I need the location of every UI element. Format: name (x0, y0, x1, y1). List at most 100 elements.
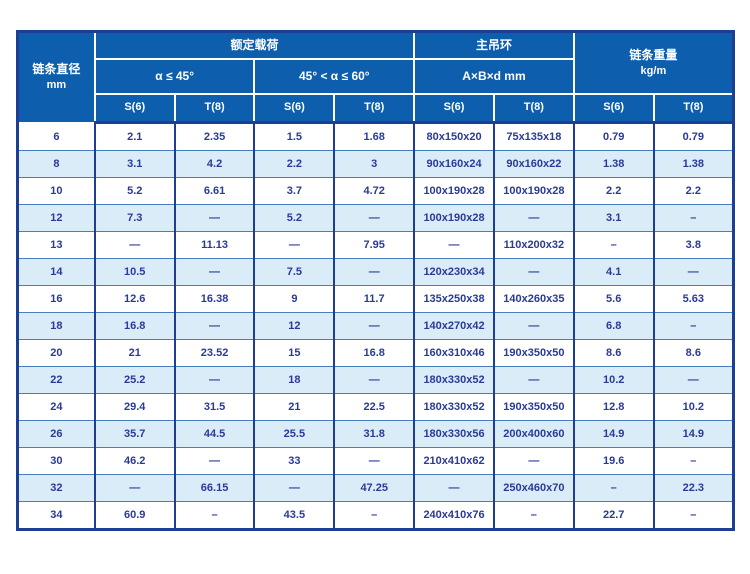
data-cell: 11.7 (333, 285, 416, 313)
diameter-cell: 18 (16, 312, 96, 340)
header-angle-45-60: 45° < α ≤ 60° (253, 58, 416, 95)
data-cell: – (652, 312, 735, 340)
data-cell: 140x270x42 (413, 312, 495, 340)
data-cell: 22.3 (652, 474, 735, 502)
data-cell: 120x230x34 (413, 258, 495, 286)
data-cell: — (413, 231, 495, 259)
data-cell: — (173, 312, 256, 340)
table-row: 26 35.7 44.5 25.5 31.8 180x330x56 200x400x60 14… (16, 420, 735, 448)
data-cell: 180x330x52 (413, 366, 495, 394)
data-cell: — (333, 258, 416, 286)
data-cell: — (333, 366, 416, 394)
header-chain-weight-unit: kg/m (640, 64, 667, 77)
data-cell: — (333, 204, 416, 232)
diameter-cell: 26 (16, 420, 96, 448)
data-cell: — (652, 258, 735, 286)
table-row: 6 2.1 2.35 1.5 1.68 80x150x20 75x135x18 0.79 0.7… (16, 122, 735, 151)
data-cell: — (173, 204, 256, 232)
diameter-cell: 30 (16, 447, 96, 475)
header-grade-s6-2: S(6) (253, 93, 336, 124)
header-chain-weight: 链条重量 kg/m (572, 30, 735, 95)
data-cell: — (253, 231, 336, 259)
data-cell: 1.68 (333, 122, 416, 151)
data-cell: 90x160x22 (492, 150, 575, 178)
data-cell: 135x250x38 (413, 285, 495, 313)
data-cell: 12 (253, 312, 336, 340)
data-cell: 240x410x76 (413, 501, 495, 530)
header-ring-dims: A×B×d mm (413, 58, 575, 95)
diameter-cell: 13 (16, 231, 96, 259)
header-angle-le45: α ≤ 45° (93, 58, 256, 95)
data-cell: 22.5 (333, 393, 416, 421)
data-cell: 9 (253, 285, 336, 313)
data-cell: 4.72 (333, 177, 416, 205)
data-cell: 14.9 (572, 420, 655, 448)
data-cell: 60.9 (93, 501, 176, 530)
header-chain-diameter: 链条直径 mm (16, 30, 96, 124)
table-row: 16 12.6 16.38 9 11.7 135x250x38 140x260x35 5.6 5… (16, 285, 735, 313)
data-cell: 16.8 (333, 339, 416, 367)
header-main-ring: 主吊环 (413, 30, 575, 60)
data-cell: — (492, 366, 575, 394)
data-cell: 33 (253, 447, 336, 475)
data-cell: — (492, 447, 575, 475)
table-header: 链条直径 mm 额定载荷 主吊环 链条重量 kg/m α ≤ 45° 45° <… (16, 30, 735, 124)
data-cell: 14.9 (652, 420, 735, 448)
header-rated-load: 额定载荷 (93, 30, 416, 60)
data-cell: — (173, 447, 256, 475)
table-row: 34 60.9–43.5–240x410x76–22.7– (16, 501, 735, 530)
data-cell: — (333, 312, 416, 340)
diameter-cell: 20 (16, 339, 96, 367)
table-row: 8 3.1 4.2 2.2 3 90x160x24 90x160x22 1.38 1.38 (16, 150, 735, 178)
data-cell: 16.38 (173, 285, 256, 313)
diameter-cell: 34 (16, 501, 96, 530)
data-cell: 3.1 (572, 204, 655, 232)
data-cell: — (492, 258, 575, 286)
data-cell: — (413, 474, 495, 502)
diameter-cell: 32 (16, 474, 96, 502)
data-cell: 12.8 (572, 393, 655, 421)
data-cell: — (93, 474, 176, 502)
data-cell: 0.79 (652, 122, 735, 151)
data-cell: 6.8 (572, 312, 655, 340)
data-cell: 46.2 (93, 447, 176, 475)
data-cell: 10.5 (93, 258, 176, 286)
data-cell: 2.2 (253, 150, 336, 178)
header-grade-t8-3: T(8) (492, 93, 575, 124)
data-cell: 75x135x18 (492, 122, 575, 151)
data-cell: — (492, 204, 575, 232)
data-cell: 7.3 (93, 204, 176, 232)
data-cell: 8.6 (572, 339, 655, 367)
data-cell: 4.1 (572, 258, 655, 286)
data-cell: — (652, 366, 735, 394)
header-grade-t8-4: T(8) (652, 93, 735, 124)
data-cell: 21 (93, 339, 176, 367)
table-row: 32—66.15—47.25—250x460x70–22.3 (16, 474, 735, 502)
data-cell: – (652, 501, 735, 530)
data-cell: 10.2 (572, 366, 655, 394)
data-cell: — (253, 474, 336, 502)
diameter-cell: 10 (16, 177, 96, 205)
data-cell: 25.5 (253, 420, 336, 448)
data-cell: 31.5 (173, 393, 256, 421)
data-cell: 6.61 (173, 177, 256, 205)
data-cell: 100x190x28 (413, 204, 495, 232)
header-row-groups: 链条直径 mm 额定载荷 主吊环 链条重量 kg/m (16, 30, 735, 124)
diameter-cell: 24 (16, 393, 96, 421)
data-cell: – (492, 501, 575, 530)
data-cell: 1.38 (652, 150, 735, 178)
table-row: 22 25.2—18—180x330x52—10.2— (16, 366, 735, 394)
data-cell: 16.8 (93, 312, 176, 340)
data-cell: 5.2 (93, 177, 176, 205)
data-cell: 100x190x28 (492, 177, 575, 205)
chain-spec-table: 链条直径 mm 额定载荷 主吊环 链条重量 kg/m α ≤ 45° 45° <… (16, 30, 735, 531)
data-cell: 1.38 (572, 150, 655, 178)
data-cell: 90x160x24 (413, 150, 495, 178)
data-cell: 0.79 (572, 122, 655, 151)
data-cell: 80x150x20 (413, 122, 495, 151)
data-cell: 190x350x50 (492, 393, 575, 421)
table-row: 20 21 23.52 15 16.8 160x310x46 190x350x50 8.6 8.… (16, 339, 735, 367)
table-row: 13—11.13—7.95—110x200x32–3.8 (16, 231, 735, 259)
header-grade-s6-1: S(6) (93, 93, 176, 124)
data-cell: 66.15 (173, 474, 256, 502)
